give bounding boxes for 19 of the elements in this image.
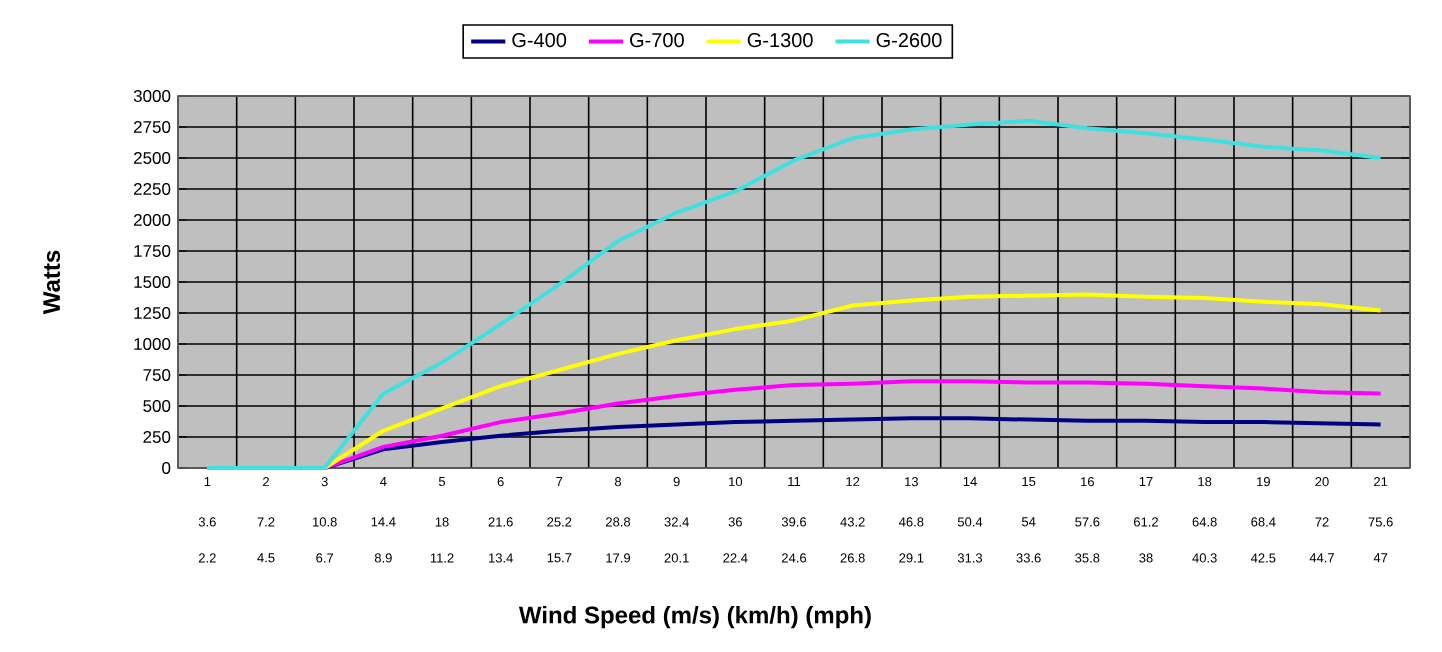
legend-label: G-2600: [876, 33, 942, 48]
y-tick-label: 750: [143, 368, 171, 381]
y-tick-label: 1250: [134, 306, 171, 319]
y-tick-label: 2750: [133, 120, 171, 133]
y-tick-label: 500: [143, 399, 171, 412]
y-tick-label: 2000: [133, 213, 171, 226]
y-tick-label: 2250: [133, 182, 171, 195]
y-tick-label: 3000: [133, 89, 171, 102]
y-axis-title: Watts: [43, 250, 61, 315]
y-tick-label: 0: [162, 461, 171, 474]
legend-label: G-700: [630, 33, 684, 48]
y-tick-label: 250: [143, 430, 171, 443]
x-axis-title: Wind Speed (m/s) (km/h) (mph): [518, 605, 871, 629]
y-tick-label: 1750: [134, 244, 171, 257]
legend-label: G-1300: [747, 33, 813, 48]
legend-label: G-400: [512, 33, 567, 48]
y-tick-label: 1000: [134, 337, 171, 350]
y-tick-label: 2500: [133, 151, 171, 164]
y-tick-label: 1500: [134, 275, 171, 288]
